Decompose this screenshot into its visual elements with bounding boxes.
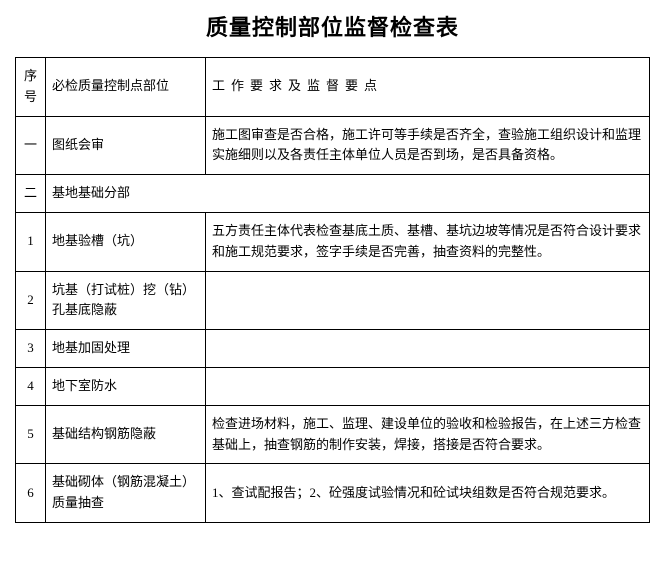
cell-req: 1、查试配报告；2、砼强度试验情况和砼试块组数是否符合规范要求。	[206, 464, 650, 523]
cell-seq: 二	[16, 175, 46, 213]
page-title: 质量控制部位监督检查表	[15, 10, 650, 42]
table-row: 一 图纸会审 施工图审查是否合格，施工许可等手续是否齐全，查验施工组织设计和监理…	[16, 116, 650, 175]
cell-seq: 1	[16, 212, 46, 271]
cell-req: 施工图审查是否合格，施工许可等手续是否齐全，查验施工组织设计和监理实施细则以及各…	[206, 116, 650, 175]
cell-part: 坑基（打试桩）挖（钻）孔基底隐蔽	[46, 271, 206, 330]
table-row: 5 基础结构钢筋隐蔽 检查进场材料，施工、监理、建设单位的验收和检验报告，在上述…	[16, 405, 650, 464]
cell-part: 基础砌体（钢筋混凝土）质量抽查	[46, 464, 206, 523]
table-row: 3 地基加固处理	[16, 330, 650, 368]
table-body: 一 图纸会审 施工图审查是否合格，施工许可等手续是否齐全，查验施工组织设计和监理…	[16, 116, 650, 522]
cell-seq: 6	[16, 464, 46, 523]
table-row: 二 基地基础分部	[16, 175, 650, 213]
header-seq: 序号	[16, 58, 46, 117]
table-row: 4 地下室防水	[16, 367, 650, 405]
cell-part: 图纸会审	[46, 116, 206, 175]
cell-seq: 4	[16, 367, 46, 405]
header-requirement: 工作要求及监督要点	[206, 58, 650, 117]
cell-part: 基础结构钢筋隐蔽	[46, 405, 206, 464]
table-row: 1 地基验槽（坑） 五方责任主体代表检查基底土质、基槽、基坑边坡等情况是否符合设…	[16, 212, 650, 271]
cell-req	[206, 271, 650, 330]
cell-req: 检查进场材料，施工、监理、建设单位的验收和检验报告，在上述三方检查基础上，抽查钢…	[206, 405, 650, 464]
inspection-table: 序号 必检质量控制点部位 工作要求及监督要点 一 图纸会审 施工图审查是否合格，…	[15, 57, 650, 523]
cell-section: 基地基础分部	[46, 175, 650, 213]
cell-part: 地基验槽（坑）	[46, 212, 206, 271]
cell-part: 地下室防水	[46, 367, 206, 405]
header-part: 必检质量控制点部位	[46, 58, 206, 117]
cell-req	[206, 367, 650, 405]
cell-seq: 一	[16, 116, 46, 175]
table-header-row: 序号 必检质量控制点部位 工作要求及监督要点	[16, 58, 650, 117]
cell-seq: 5	[16, 405, 46, 464]
table-row: 6 基础砌体（钢筋混凝土）质量抽查 1、查试配报告；2、砼强度试验情况和砼试块组…	[16, 464, 650, 523]
cell-seq: 2	[16, 271, 46, 330]
cell-req: 五方责任主体代表检查基底土质、基槽、基坑边坡等情况是否符合设计要求和施工规范要求…	[206, 212, 650, 271]
cell-part: 地基加固处理	[46, 330, 206, 368]
cell-seq: 3	[16, 330, 46, 368]
table-row: 2 坑基（打试桩）挖（钻）孔基底隐蔽	[16, 271, 650, 330]
cell-req	[206, 330, 650, 368]
